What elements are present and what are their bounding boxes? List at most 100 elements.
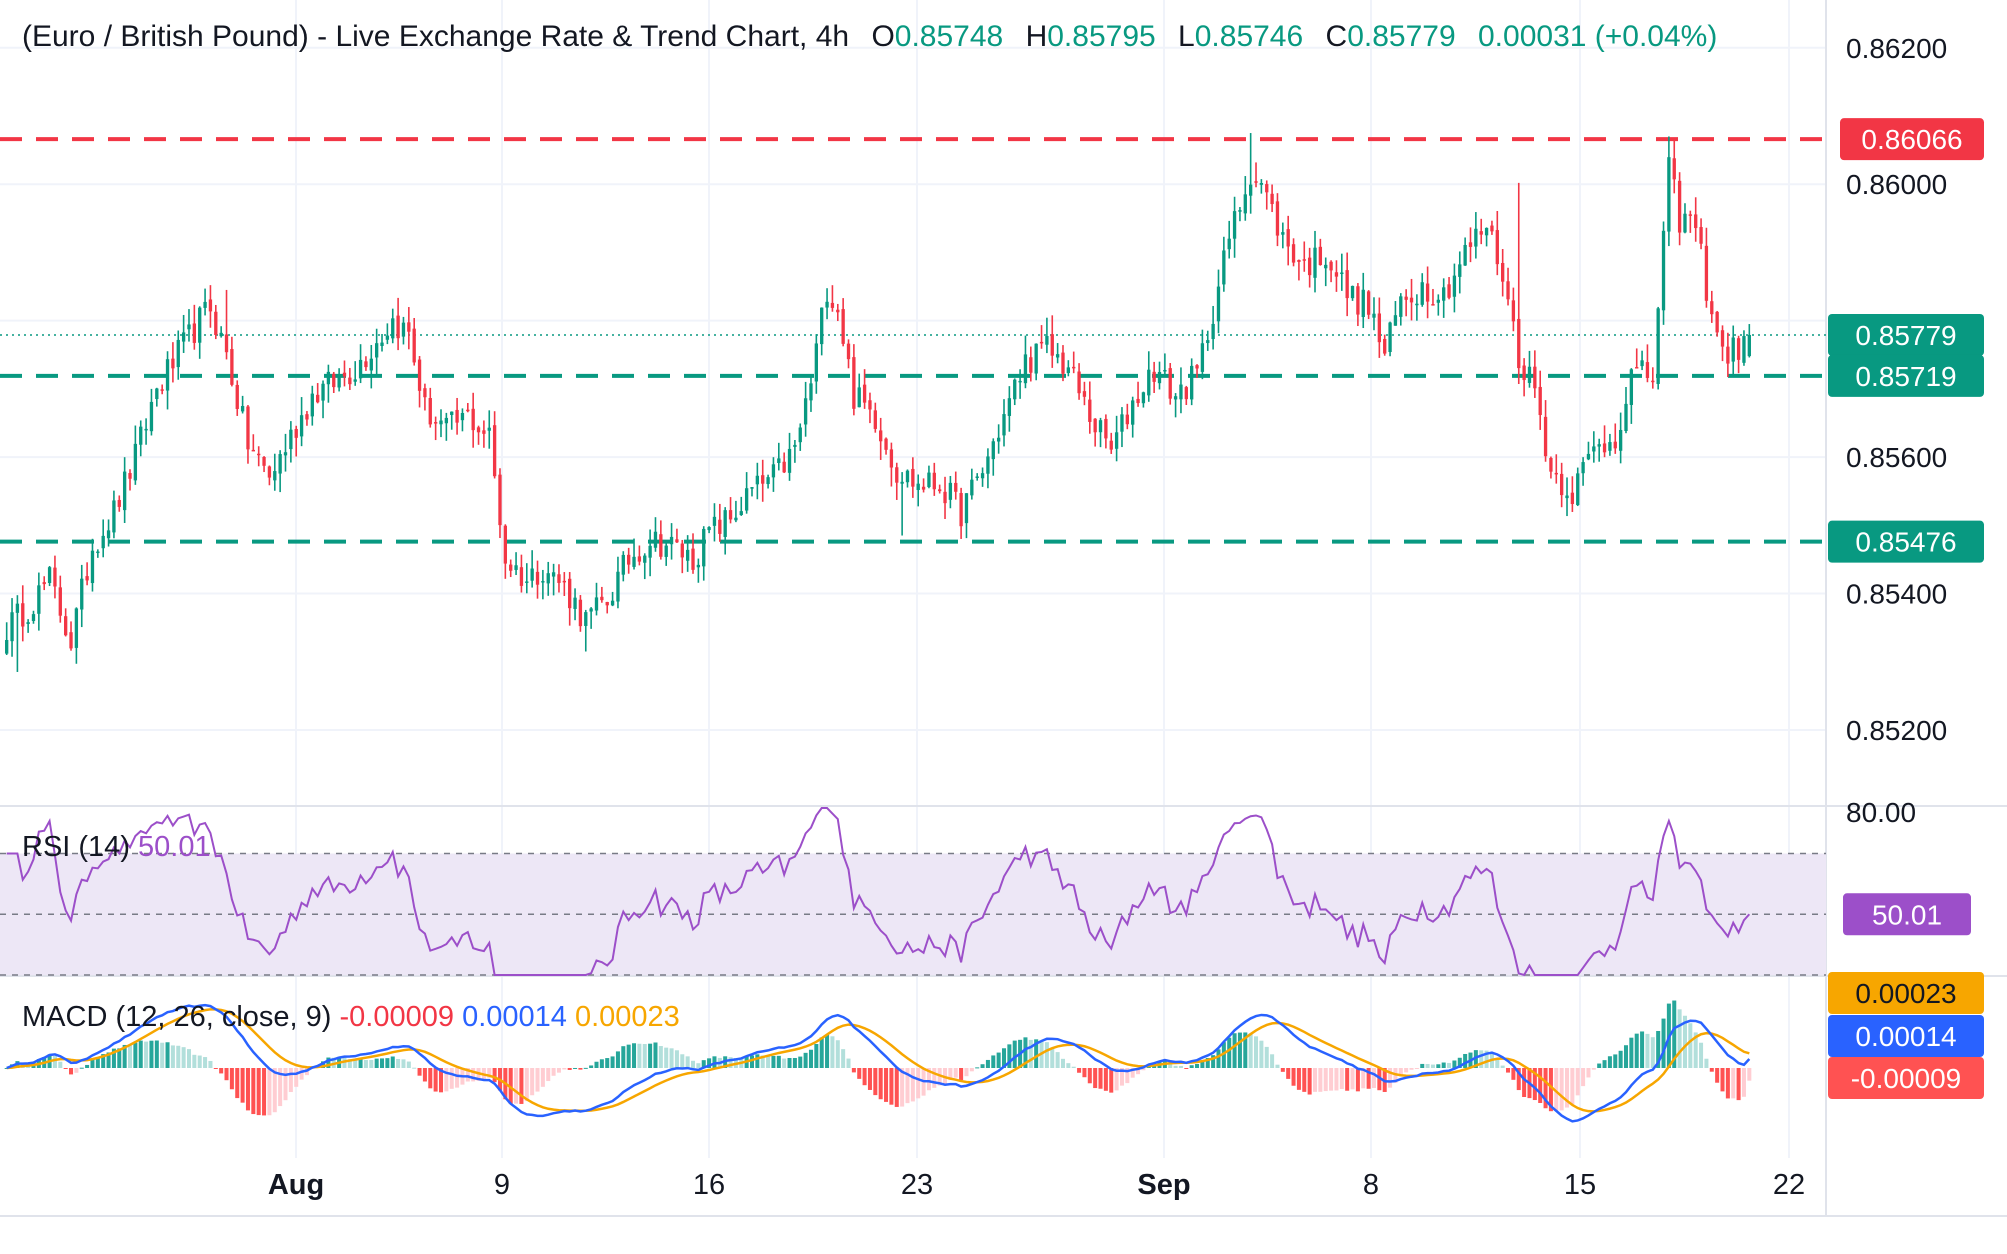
candle-body bbox=[401, 322, 406, 337]
macd-histogram-bar bbox=[1559, 1068, 1564, 1111]
candle-body bbox=[610, 600, 615, 606]
macd-histogram-bar bbox=[589, 1065, 594, 1068]
candle-body bbox=[707, 527, 711, 531]
macd-histogram-bar bbox=[530, 1068, 535, 1096]
macd-histogram-bar bbox=[1060, 1058, 1065, 1068]
macd-histogram-bar bbox=[58, 1061, 63, 1068]
macd-histogram-bar bbox=[85, 1064, 90, 1068]
macd-histogram-bar bbox=[433, 1068, 438, 1092]
candle-body bbox=[954, 482, 958, 492]
macd-histogram-bar bbox=[283, 1068, 288, 1101]
macd-histogram-bar bbox=[562, 1068, 567, 1070]
macd-histogram-bar bbox=[969, 1068, 974, 1072]
macd-histogram-bar bbox=[867, 1068, 872, 1090]
candle-body bbox=[283, 452, 288, 456]
candle-body bbox=[766, 477, 770, 485]
candle-body bbox=[1248, 184, 1253, 196]
x-tick-label: Aug bbox=[268, 1169, 324, 1201]
macd-histogram-bar bbox=[567, 1068, 572, 1070]
candle-body bbox=[739, 511, 743, 516]
rsi-value: 50.01 bbox=[138, 831, 211, 863]
rsi-line bbox=[6, 807, 1751, 977]
candle-body bbox=[433, 422, 438, 424]
candle-body bbox=[1447, 284, 1451, 298]
macd-histogram-bar bbox=[369, 1060, 374, 1068]
candle-body bbox=[476, 427, 481, 433]
macd-histogram-bar bbox=[1591, 1068, 1596, 1070]
macd-histogram-bar bbox=[1082, 1068, 1087, 1078]
candle-body bbox=[1072, 366, 1076, 369]
macd-signal-tag-text: 0.00023 bbox=[1855, 978, 1956, 1009]
macd-value-tag-text: 0.00014 bbox=[1855, 1021, 1956, 1052]
candle-body bbox=[1372, 313, 1376, 318]
macd-histogram-bar bbox=[321, 1061, 326, 1068]
macd-histogram-bar bbox=[1420, 1063, 1425, 1068]
candle-body bbox=[991, 441, 995, 460]
macd-histogram-bar bbox=[95, 1056, 100, 1068]
macd-histogram-bar bbox=[358, 1059, 363, 1068]
candle-body bbox=[1549, 457, 1553, 472]
macd-histogram-bar bbox=[760, 1055, 765, 1068]
candle-body bbox=[1029, 357, 1033, 373]
candle-body bbox=[938, 489, 942, 492]
candle-body bbox=[1345, 270, 1349, 299]
macd-histogram-bar bbox=[1645, 1033, 1650, 1068]
candle-body bbox=[1543, 416, 1548, 457]
candle-body bbox=[112, 500, 116, 533]
macd-histogram-bar bbox=[256, 1068, 261, 1116]
candle-body bbox=[685, 549, 690, 561]
candle-body bbox=[1324, 264, 1328, 269]
macd-histogram-bar bbox=[1044, 1042, 1049, 1068]
candle-body bbox=[932, 472, 936, 490]
macd-histogram-bar bbox=[1425, 1063, 1430, 1068]
macd-histogram-bar bbox=[825, 1034, 830, 1068]
macd-histogram-bar bbox=[4, 1068, 9, 1069]
macd-histogram-bar bbox=[219, 1068, 224, 1074]
macd-histogram-bar bbox=[599, 1059, 604, 1068]
macd-histogram-bar bbox=[1613, 1054, 1618, 1068]
candle-body bbox=[42, 582, 46, 585]
candle-body bbox=[321, 383, 325, 401]
candle-body bbox=[1431, 304, 1435, 306]
macd-histogram-bar bbox=[1640, 1031, 1645, 1068]
macd-histogram-bar bbox=[229, 1068, 234, 1090]
candle-body bbox=[1715, 311, 1719, 333]
candle-body bbox=[144, 428, 148, 431]
macd-histogram-bar bbox=[669, 1048, 674, 1068]
macd-histogram-bar bbox=[508, 1068, 513, 1104]
candle-body bbox=[391, 318, 395, 339]
candle-body bbox=[122, 471, 127, 511]
candle-body bbox=[1538, 386, 1542, 416]
macd-hist-tag: -0.00009 bbox=[1828, 1057, 1984, 1099]
candle-body bbox=[905, 470, 910, 483]
macd-histogram-bar bbox=[626, 1044, 631, 1068]
macd-histogram-bar bbox=[1195, 1063, 1200, 1068]
macd-histogram-bar bbox=[1286, 1068, 1291, 1079]
macd-histogram-bar bbox=[299, 1068, 304, 1080]
open-label: O bbox=[871, 20, 895, 53]
candle-body bbox=[455, 409, 459, 423]
macd-histogram-bar bbox=[1725, 1068, 1730, 1099]
macd-histogram-bar bbox=[1575, 1068, 1580, 1096]
candle-body bbox=[5, 640, 9, 654]
candle-body bbox=[1581, 462, 1585, 474]
close-label: C bbox=[1325, 20, 1348, 53]
candle-body bbox=[1206, 340, 1210, 344]
macd-value-tag: 0.00014 bbox=[1828, 1015, 1984, 1057]
macd-histogram-bar bbox=[1312, 1068, 1318, 1092]
candle-body bbox=[664, 545, 668, 557]
candle-body bbox=[755, 475, 760, 485]
x-tick-label: 23 bbox=[901, 1169, 933, 1201]
macd-histogram-bar bbox=[1130, 1068, 1135, 1078]
candle-body bbox=[1736, 338, 1741, 360]
macd-histogram-bar bbox=[1103, 1068, 1108, 1091]
macd-histogram-bar bbox=[1554, 1068, 1559, 1111]
macd-histogram-bar bbox=[964, 1068, 969, 1077]
candle-body bbox=[1259, 182, 1264, 185]
y-tick-label: 0.86200 bbox=[1846, 33, 1947, 64]
rsi-tick-label: 80.00 bbox=[1846, 797, 1916, 828]
current-price-tag: 0.85779 bbox=[1828, 313, 1984, 356]
candle-body bbox=[761, 475, 765, 484]
macd-histogram-bar bbox=[926, 1068, 931, 1091]
